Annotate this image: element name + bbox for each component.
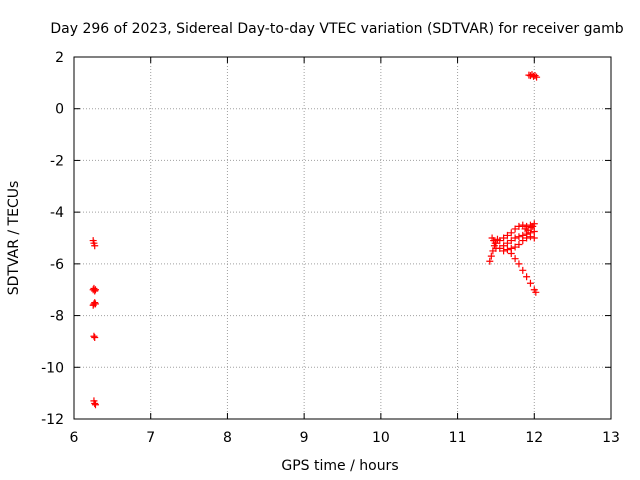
y-tick-label: -10 bbox=[41, 360, 64, 376]
x-tick-label: 13 bbox=[602, 430, 620, 446]
y-tick-label: -6 bbox=[50, 257, 64, 273]
data-point bbox=[507, 229, 515, 237]
data-point bbox=[500, 234, 508, 242]
y-tick-label: -2 bbox=[50, 153, 64, 169]
data-point bbox=[500, 247, 508, 255]
data-point bbox=[487, 252, 495, 260]
data-point bbox=[532, 288, 540, 296]
x-axis-ticks: 6 7 8 9 10 11 12 13 bbox=[70, 57, 620, 446]
data-point bbox=[511, 255, 519, 263]
y-tick-label: -12 bbox=[41, 412, 64, 428]
y-axis-label: SDTVAR / TECUs bbox=[6, 181, 22, 296]
data-point bbox=[91, 287, 99, 295]
data-point bbox=[511, 243, 519, 251]
data-point bbox=[530, 228, 538, 236]
data-point bbox=[91, 242, 99, 250]
data-point bbox=[496, 237, 504, 245]
data-point bbox=[91, 299, 99, 307]
data-point bbox=[530, 72, 538, 80]
plot-frame bbox=[73, 56, 612, 420]
x-tick-label: 9 bbox=[300, 430, 309, 446]
x-tick-label: 11 bbox=[449, 430, 467, 446]
data-point bbox=[515, 222, 523, 230]
x-tick-label: 6 bbox=[70, 430, 79, 446]
y-tick-label: -4 bbox=[50, 205, 64, 221]
data-points bbox=[89, 71, 541, 409]
y-tick-label: -8 bbox=[50, 309, 64, 325]
data-point bbox=[511, 225, 519, 233]
x-tick-label: 10 bbox=[372, 430, 390, 446]
data-point bbox=[90, 332, 98, 340]
data-point bbox=[503, 246, 511, 254]
x-tick-label: 7 bbox=[146, 430, 155, 446]
data-point bbox=[91, 399, 99, 407]
data-point bbox=[526, 279, 534, 287]
data-point bbox=[529, 222, 537, 230]
data-point bbox=[530, 234, 538, 242]
data-point bbox=[503, 231, 511, 239]
data-point bbox=[91, 300, 99, 308]
data-point bbox=[503, 239, 511, 247]
data-point bbox=[507, 250, 515, 258]
y-axis-ticks: 2 0 -2 -4 -6 -8 -10 -12 bbox=[41, 50, 611, 428]
data-point bbox=[507, 237, 515, 245]
x-axis-label: GPS time / hours bbox=[281, 458, 398, 474]
x-tick-label: 8 bbox=[223, 430, 232, 446]
y-tick-label: 0 bbox=[55, 102, 64, 118]
x-tick-label: 12 bbox=[525, 430, 543, 446]
data-point bbox=[91, 401, 99, 409]
data-point bbox=[515, 260, 523, 268]
data-point bbox=[91, 334, 99, 342]
data-point bbox=[526, 233, 534, 241]
data-point bbox=[523, 234, 531, 242]
data-point bbox=[511, 234, 519, 242]
data-point bbox=[491, 239, 499, 247]
data-point bbox=[521, 225, 529, 233]
data-point bbox=[486, 257, 494, 265]
data-point bbox=[519, 266, 527, 274]
data-point bbox=[515, 233, 523, 241]
y-tick-label: 2 bbox=[55, 50, 64, 66]
chart-title: Day 296 of 2023, Sidereal Day-to-day VTE… bbox=[50, 21, 623, 37]
data-point bbox=[515, 240, 523, 248]
data-point bbox=[533, 73, 541, 81]
data-point bbox=[523, 273, 531, 281]
data-point bbox=[519, 221, 527, 229]
data-point bbox=[496, 244, 504, 252]
data-point bbox=[91, 286, 99, 294]
data-point bbox=[519, 237, 527, 245]
data-point bbox=[531, 72, 539, 80]
data-point bbox=[527, 224, 535, 232]
